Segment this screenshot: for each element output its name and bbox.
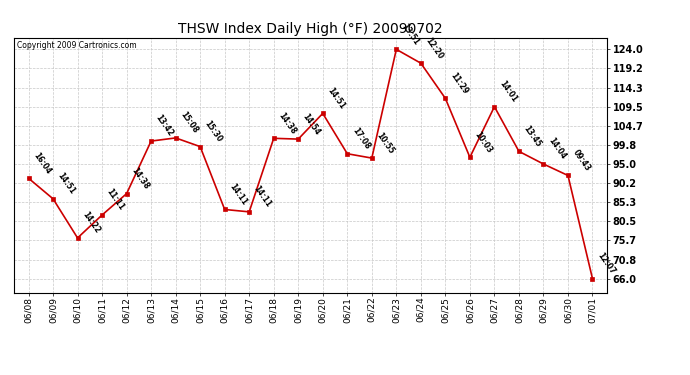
- Text: 14:38: 14:38: [277, 111, 298, 135]
- Text: 13:51: 13:51: [399, 22, 420, 46]
- Text: 14:11: 14:11: [252, 184, 273, 209]
- Text: 13:42: 13:42: [154, 113, 175, 138]
- Text: 14:38: 14:38: [129, 166, 150, 191]
- Text: 14:11: 14:11: [228, 182, 248, 207]
- Text: 10:03: 10:03: [473, 130, 494, 154]
- Text: 12:20: 12:20: [424, 36, 445, 60]
- Text: 12:07: 12:07: [595, 251, 617, 276]
- Text: 15:08: 15:08: [179, 110, 199, 135]
- Text: 14:51: 14:51: [56, 171, 77, 196]
- Text: 09:43: 09:43: [571, 148, 592, 173]
- Text: 11:29: 11:29: [448, 70, 469, 96]
- Text: Copyright 2009 Cartronics.com: Copyright 2009 Cartronics.com: [17, 41, 137, 50]
- Text: 15:30: 15:30: [203, 119, 224, 144]
- Title: THSW Index Daily High (°F) 20090702: THSW Index Daily High (°F) 20090702: [178, 22, 443, 36]
- Text: 10:55: 10:55: [375, 130, 395, 155]
- Text: 14:01: 14:01: [497, 79, 518, 104]
- Text: 13:45: 13:45: [522, 124, 543, 148]
- Text: 14:51: 14:51: [326, 86, 346, 111]
- Text: 14:54: 14:54: [301, 111, 322, 136]
- Text: 11:11: 11:11: [105, 187, 126, 212]
- Text: 14:22: 14:22: [80, 210, 101, 235]
- Text: 17:08: 17:08: [350, 126, 371, 151]
- Text: 16:04: 16:04: [31, 150, 52, 176]
- Text: 14:04: 14:04: [546, 136, 567, 161]
